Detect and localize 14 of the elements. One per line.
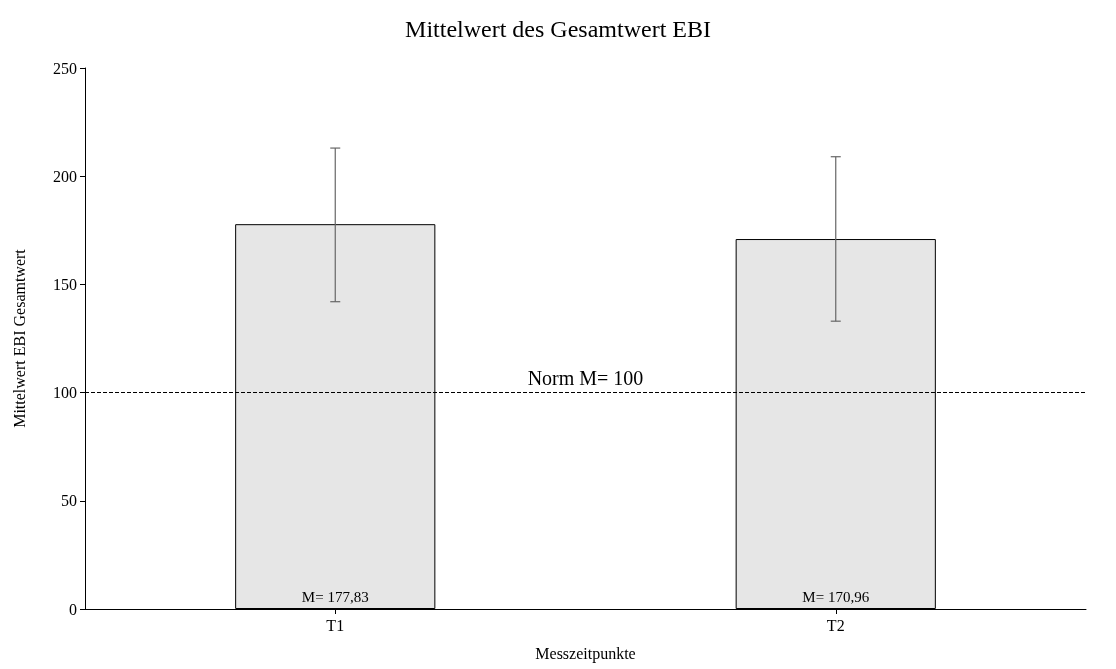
y-tick-label: 0 (69, 600, 77, 618)
y-tick-label: 50 (61, 492, 77, 510)
y-tick-label: 100 (53, 384, 77, 402)
data-label: M= 170,96 (802, 588, 870, 605)
x-tick-label: T2 (826, 616, 845, 634)
data-label: M= 177,83 (301, 588, 369, 605)
y-axis-title: Mittelwert EBI Gesamtwert (10, 248, 28, 428)
x-tick-label: T1 (326, 616, 345, 634)
y-tick-label: 200 (53, 167, 77, 185)
ref-line-label: Norm M= 100 (527, 366, 644, 389)
y-tick-label: 150 (53, 275, 77, 293)
x-axis-title: Messzeitpunkte (535, 644, 636, 663)
chart-title: Mittelwert des Gesamtwert EBI (405, 16, 711, 42)
y-tick-label: 250 (53, 59, 77, 77)
